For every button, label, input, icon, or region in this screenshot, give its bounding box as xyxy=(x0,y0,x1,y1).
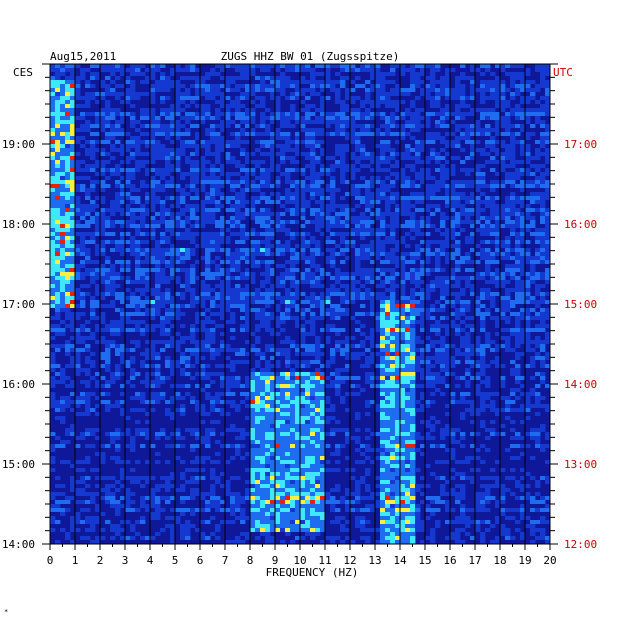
x-tick-label: 15 xyxy=(418,554,431,567)
heatmap-cells xyxy=(50,64,551,544)
x-tick-label: 16 xyxy=(443,554,456,567)
x-tick-label: 3 xyxy=(122,554,129,567)
left-time-labels: 19:00 18:00 17:00 16:00 15:00 14:00 xyxy=(2,138,35,551)
right-time-label: 17:00 xyxy=(564,138,597,151)
x-tick-label: 1 xyxy=(72,554,79,567)
tick-marks xyxy=(42,63,558,550)
x-tick-label: 5 xyxy=(172,554,179,567)
left-time-label: 15:00 xyxy=(2,458,35,471)
x-tick-label: 13 xyxy=(368,554,381,567)
right-timezone-label: UTC xyxy=(553,66,573,79)
chart-date: Aug15,2011 xyxy=(50,50,116,63)
x-tick-label: 6 xyxy=(197,554,204,567)
x-tick-label: 11 xyxy=(318,554,331,567)
left-time-label: 16:00 xyxy=(2,378,35,391)
right-time-label: 15:00 xyxy=(564,298,597,311)
x-tick-label: 0 xyxy=(47,554,54,567)
left-time-label: 17:00 xyxy=(2,298,35,311)
x-tick-label: 14 xyxy=(393,554,407,567)
right-time-label: 13:00 xyxy=(564,458,597,471)
x-axis-label: FREQUENCY (HZ) xyxy=(266,566,359,579)
footer-mark: * xyxy=(4,608,8,616)
x-tick-label: 2 xyxy=(97,554,104,567)
left-time-label: 14:00 xyxy=(2,538,35,551)
left-time-label: 18:00 xyxy=(2,218,35,231)
x-tick-label: 4 xyxy=(147,554,154,567)
right-time-label: 16:00 xyxy=(564,218,597,231)
grid-lines xyxy=(49,63,551,545)
x-tick-label: 19 xyxy=(518,554,531,567)
right-time-label: 12:00 xyxy=(564,538,597,551)
x-tick-label: 20 xyxy=(543,554,556,567)
x-tick-label: 18 xyxy=(493,554,506,567)
x-tick-label: 12 xyxy=(343,554,356,567)
x-tick-label: 7 xyxy=(222,554,229,567)
x-tick-label: 10 xyxy=(293,554,306,567)
right-time-labels: 17:00 16:00 15:00 14:00 13:00 12:00 xyxy=(564,138,597,551)
x-tick-label: 8 xyxy=(247,554,254,567)
right-time-label: 14:00 xyxy=(564,378,597,391)
x-tick-labels: 0 1 2 3 4 5 6 7 8 9 10 11 12 13 14 15 16 17 18 19 20 xyxy=(47,554,557,567)
x-tick-label: 17 xyxy=(468,554,481,567)
left-timezone-label: CES xyxy=(13,66,33,79)
left-time-label: 19:00 xyxy=(2,138,35,151)
x-tick-label: 9 xyxy=(272,554,279,567)
chart-title: ZUGS HHZ BW 01 (Zugsspitze) xyxy=(221,50,400,63)
